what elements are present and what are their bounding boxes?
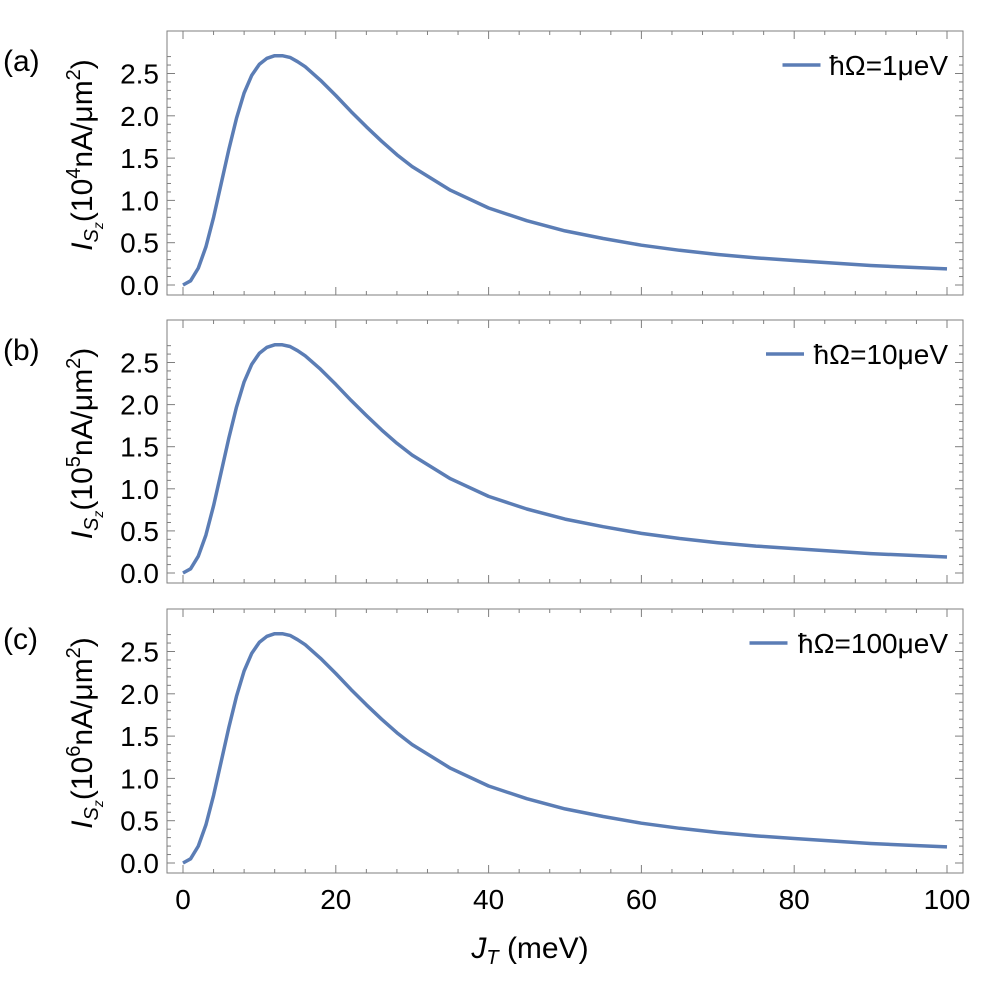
y-tick-label: 1.0 bbox=[120, 185, 159, 216]
svg-text:JT (meV): JT (meV) bbox=[470, 932, 588, 969]
x-tick-label: 100 bbox=[924, 884, 971, 915]
x-axis-label-unit: (meV) bbox=[499, 932, 589, 965]
series-line bbox=[182, 53, 948, 287]
plot-frame bbox=[166, 608, 964, 874]
y-tick-label: 1.0 bbox=[120, 763, 159, 794]
y-tick-label: 0.5 bbox=[120, 806, 159, 837]
legend-label: ħΩ=100μeV bbox=[798, 628, 948, 659]
y-tick-label: 0.5 bbox=[120, 516, 159, 547]
x-tick-label: 80 bbox=[779, 884, 810, 915]
plot-frame bbox=[166, 319, 964, 584]
legend-label: ħΩ=1μeV bbox=[829, 50, 948, 81]
series-line bbox=[182, 631, 948, 865]
legend-label: ħΩ=10μeV bbox=[814, 339, 949, 370]
y-tick-label: 0.0 bbox=[120, 270, 159, 301]
panel-1: 0.0 0.5 1.0 1.5 2.0 2.5 ħΩ=1μeV (a) ISz(104nA/μm… bbox=[3, 30, 964, 301]
x-tick-label: 20 bbox=[320, 884, 351, 915]
y-tick-label: 1.5 bbox=[120, 432, 159, 463]
y-tick-label: 2.5 bbox=[120, 59, 159, 90]
x-axis-label: JT (meV) bbox=[470, 932, 588, 969]
y-tick-label: 1.5 bbox=[120, 143, 159, 174]
y-tick-label: 2.0 bbox=[120, 101, 159, 132]
x-axis-label-j: J bbox=[470, 932, 487, 965]
y-tick-label: 2.5 bbox=[120, 637, 159, 668]
plot-frame bbox=[166, 30, 964, 296]
y-axis-label: ISz(106nA/μm2) bbox=[63, 637, 106, 829]
y-tick-label: 0.0 bbox=[120, 558, 159, 589]
x-axis-label-sub: T bbox=[486, 947, 500, 969]
y-tick-label: 1.0 bbox=[120, 474, 159, 505]
y-tick-label: 1.5 bbox=[120, 721, 159, 752]
y-axis-label: ISz(105nA/μm2) bbox=[63, 348, 106, 540]
y-tick-label: 2.5 bbox=[120, 348, 159, 379]
panel-3: 0.0 0.5 1.0 1.5 2.0 2.5 0 20 40 60 80 100 ħΩ=100μeV (… bbox=[3, 608, 971, 915]
panel-label: (a) bbox=[3, 45, 40, 78]
x-tick-label: 0 bbox=[175, 884, 191, 915]
series-line bbox=[182, 343, 948, 575]
panel-label: (b) bbox=[3, 334, 40, 367]
panel-2: 0.0 0.5 1.0 1.5 2.0 2.5 ħΩ=10μeV (b) ISz(105nA/μ… bbox=[3, 319, 964, 589]
x-tick-label: 40 bbox=[473, 884, 504, 915]
y-axis-label: ISz(104nA/μm2) bbox=[63, 59, 106, 251]
x-tick-label: 60 bbox=[626, 884, 657, 915]
panel-label: (c) bbox=[3, 623, 38, 656]
y-tick-label: 2.0 bbox=[120, 679, 159, 710]
y-tick-label: 2.0 bbox=[120, 390, 159, 421]
y-tick-label: 0.5 bbox=[120, 228, 159, 259]
y-tick-label: 0.0 bbox=[120, 848, 159, 879]
